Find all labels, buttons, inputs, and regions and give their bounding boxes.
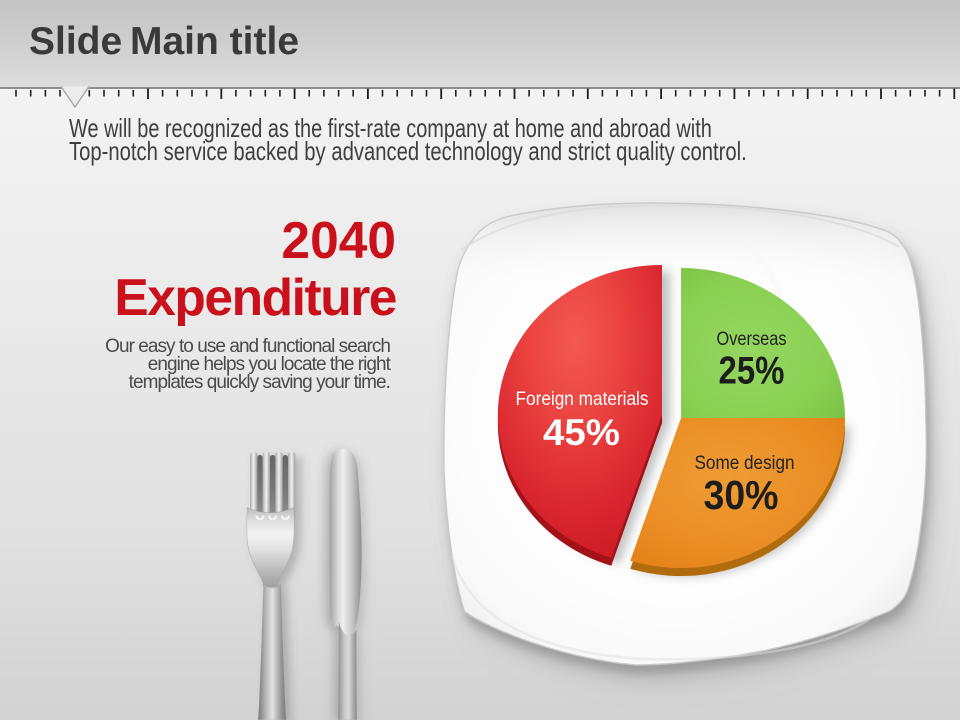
svg-text:45%: 45% bbox=[543, 411, 620, 453]
svg-text:Foreign materials: Foreign materials bbox=[516, 389, 649, 410]
svg-text:30%: 30% bbox=[704, 472, 779, 518]
svg-text:Overseas: Overseas bbox=[717, 329, 787, 350]
svg-text:25%: 25% bbox=[719, 350, 785, 393]
svg-text:Some design: Some design bbox=[695, 453, 795, 474]
